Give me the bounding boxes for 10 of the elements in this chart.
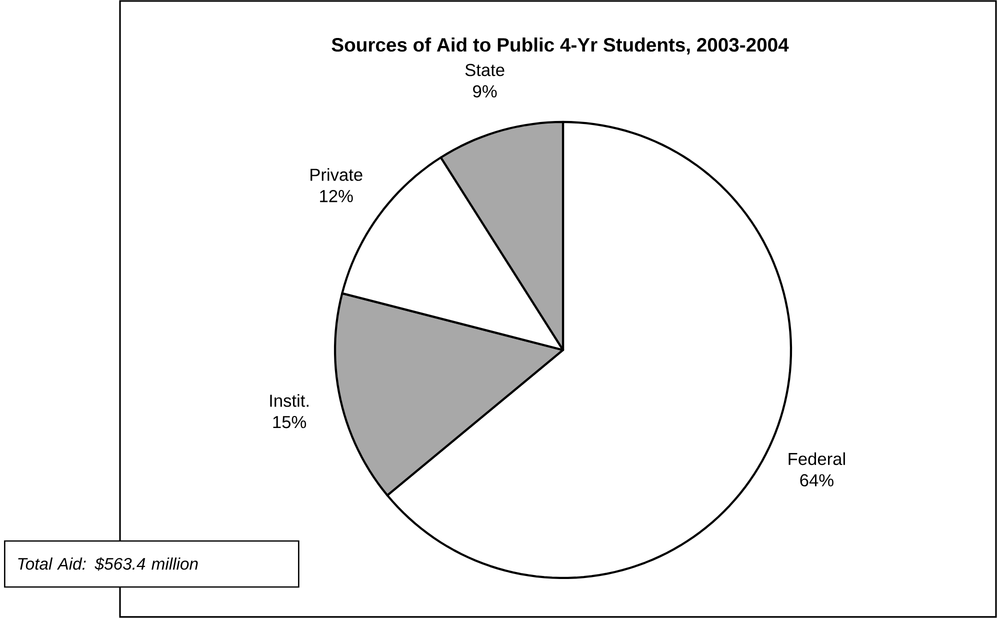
slice-label: State	[465, 64, 504, 76]
data-label: 64%	[800, 474, 834, 486]
slice-label: Private	[310, 168, 362, 181]
chart-title: Sources of Aid to Public 4-Yr Students, 2003-2004	[332, 37, 789, 54]
slice-label: Instit.	[270, 394, 308, 407]
data-label: 15%	[273, 416, 306, 428]
slice-label: Federal	[788, 452, 845, 466]
data-label: 9%	[473, 85, 497, 98]
text: Total Aid: $563.4 million	[18, 557, 198, 571]
data-label: 12%	[320, 190, 353, 202]
